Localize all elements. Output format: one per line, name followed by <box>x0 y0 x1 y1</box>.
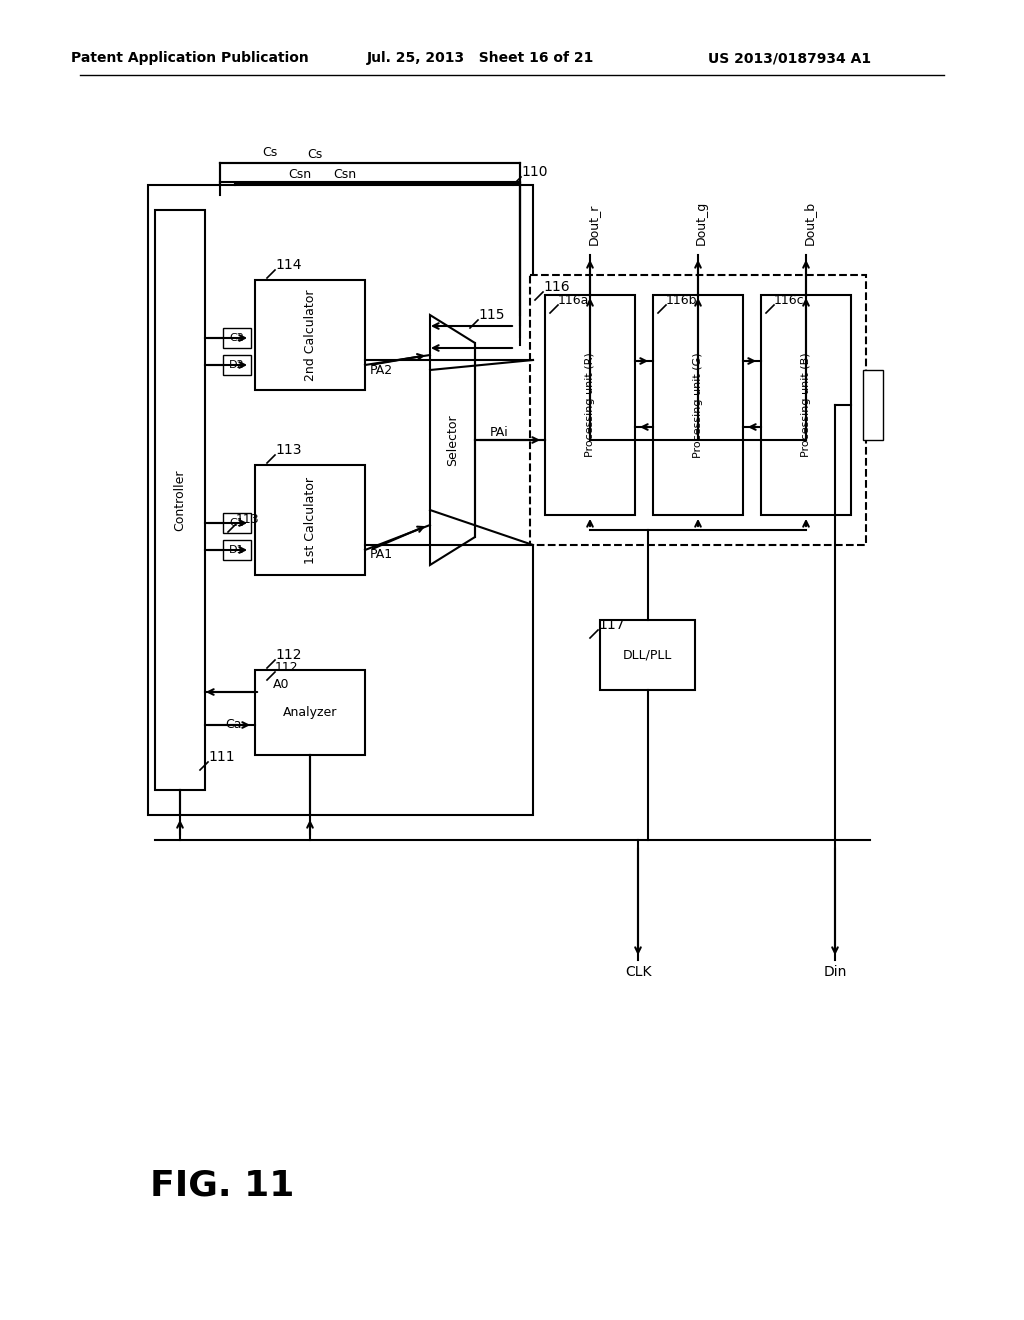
Text: CLK: CLK <box>625 965 651 979</box>
Text: 112: 112 <box>275 661 299 675</box>
Bar <box>653 294 743 515</box>
Bar <box>530 275 866 545</box>
Bar <box>223 540 251 560</box>
Bar <box>545 294 635 515</box>
Text: 114: 114 <box>275 257 301 272</box>
Text: Dout_r: Dout_r <box>587 203 599 246</box>
Text: Processing unit (G): Processing unit (G) <box>693 352 703 458</box>
Text: Din: Din <box>823 965 847 979</box>
Bar <box>255 671 365 755</box>
Text: Analyzer: Analyzer <box>283 706 337 719</box>
Text: 111: 111 <box>208 750 234 764</box>
Text: 1st Calculator: 1st Calculator <box>303 477 316 564</box>
Text: 113: 113 <box>236 513 260 525</box>
Bar <box>761 294 851 515</box>
Bar <box>148 185 534 814</box>
Text: Cs: Cs <box>262 147 278 160</box>
Text: A0: A0 <box>273 677 290 690</box>
Text: 116a: 116a <box>558 294 590 308</box>
Text: 115: 115 <box>478 308 505 322</box>
Bar <box>223 355 251 375</box>
Text: Patent Application Publication: Patent Application Publication <box>71 51 309 65</box>
Text: PAi: PAi <box>490 425 509 438</box>
Text: PA1: PA1 <box>370 549 393 561</box>
Text: D2: D2 <box>229 360 245 370</box>
Text: Selector: Selector <box>446 414 459 466</box>
Bar <box>223 327 251 348</box>
Text: 117: 117 <box>598 618 625 632</box>
Text: PA2: PA2 <box>370 363 393 376</box>
Text: 110: 110 <box>521 165 548 180</box>
Text: Processing unit (B): Processing unit (B) <box>801 352 811 457</box>
Bar <box>155 210 205 789</box>
Text: Csn: Csn <box>289 168 311 181</box>
Bar <box>223 513 251 533</box>
Text: 116b: 116b <box>666 294 697 308</box>
Text: Dout_b: Dout_b <box>803 201 815 246</box>
Text: 116: 116 <box>543 280 569 294</box>
Bar <box>255 280 365 389</box>
Text: FIG. 11: FIG. 11 <box>150 1168 294 1203</box>
Text: Csn: Csn <box>334 168 356 181</box>
Text: D1: D1 <box>229 545 245 554</box>
Text: Processing unit (R): Processing unit (R) <box>585 352 595 457</box>
Text: DLL/PLL: DLL/PLL <box>623 648 672 661</box>
Text: 112: 112 <box>275 648 301 663</box>
Text: 2nd Calculator: 2nd Calculator <box>303 289 316 380</box>
Text: 116c: 116c <box>774 294 805 308</box>
Polygon shape <box>430 315 475 565</box>
Text: Dout_g: Dout_g <box>694 201 708 246</box>
Text: C1: C1 <box>229 517 245 528</box>
Text: C2: C2 <box>229 333 245 343</box>
Text: Cs: Cs <box>307 148 323 161</box>
Text: Controller: Controller <box>173 469 186 531</box>
Bar <box>255 465 365 576</box>
Text: 113: 113 <box>275 444 301 457</box>
Text: US 2013/0187934 A1: US 2013/0187934 A1 <box>709 51 871 65</box>
Text: Jul. 25, 2013   Sheet 16 of 21: Jul. 25, 2013 Sheet 16 of 21 <box>367 51 594 65</box>
Bar <box>863 370 883 440</box>
Bar <box>600 620 695 690</box>
Text: Ca: Ca <box>224 718 242 731</box>
